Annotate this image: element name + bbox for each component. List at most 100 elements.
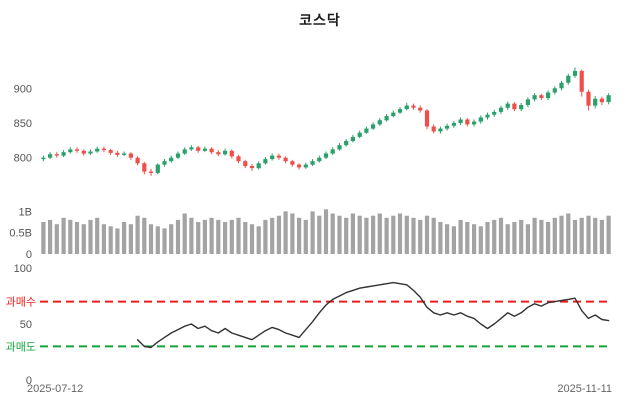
candle-up <box>317 157 322 162</box>
volume-bar <box>586 215 591 254</box>
candle-up <box>532 95 537 100</box>
candle-up <box>391 112 396 117</box>
volume-bar <box>249 224 255 254</box>
volume-bar <box>61 217 66 254</box>
volume-bar <box>74 222 80 254</box>
volume-bar <box>465 222 470 254</box>
oscillator-tick-label: 50 <box>20 319 32 331</box>
oversold-label: 과매도 <box>6 340 36 353</box>
volume-bar <box>229 219 234 254</box>
volume-bar <box>593 217 598 254</box>
volume-bar <box>81 224 86 254</box>
volume-bar <box>182 213 187 254</box>
volume-bar <box>142 217 147 254</box>
volume-bar <box>424 215 430 254</box>
candle-up <box>559 82 564 89</box>
volume-bar <box>438 222 443 254</box>
candle-down <box>579 70 584 92</box>
candle-down <box>148 171 154 173</box>
candle-down <box>74 149 80 151</box>
volume-bar <box>431 217 436 254</box>
candle-up <box>88 151 93 154</box>
volume-bar <box>223 222 228 254</box>
volume-bar <box>478 226 483 254</box>
volume-bar <box>270 217 275 254</box>
candle-up <box>337 145 342 150</box>
volume-bar <box>128 224 133 254</box>
candle-up <box>223 150 228 155</box>
candle-up <box>189 147 194 150</box>
volume-bar <box>344 217 349 254</box>
candle-up <box>95 148 100 152</box>
volume-bar <box>552 217 557 254</box>
candle-up <box>364 128 369 133</box>
candle-up <box>397 109 403 113</box>
candle-down <box>108 150 113 153</box>
volume-bar <box>330 213 335 254</box>
candle-down <box>216 152 221 155</box>
candle-down <box>229 150 234 157</box>
volume-bar <box>209 217 214 254</box>
volume-tick-label: 0 <box>26 249 32 261</box>
chart-title: 코스닥 <box>299 12 341 28</box>
candle-up <box>350 136 355 142</box>
candle-up <box>566 75 571 83</box>
candle-down <box>290 161 295 165</box>
volume-bar <box>512 222 517 254</box>
volume-bar <box>532 217 537 254</box>
candle-down <box>283 157 288 162</box>
candle-up <box>48 154 53 158</box>
candle-up <box>485 114 490 118</box>
price-tick-label: 850 <box>14 118 32 130</box>
volume-bar <box>377 213 382 254</box>
candle-up <box>175 153 181 158</box>
candle-down <box>236 156 241 162</box>
oscillator-tick-label: 100 <box>14 263 32 275</box>
candle-down <box>465 119 470 125</box>
candle-up <box>451 123 456 126</box>
volume-bar <box>411 217 416 254</box>
volume-bar <box>283 211 288 254</box>
candle-up <box>384 116 389 121</box>
candle-down <box>209 148 214 153</box>
volume-bar <box>95 217 100 254</box>
candle-up <box>492 111 497 115</box>
volume-bar <box>337 215 342 254</box>
candle-down <box>101 148 106 151</box>
candle-up <box>68 149 73 153</box>
candle-up <box>404 105 409 110</box>
candle-up <box>371 124 376 129</box>
volume-tick-label: 1B <box>19 206 32 218</box>
candle-up <box>525 99 530 105</box>
volume-bar <box>68 219 73 254</box>
candle-down <box>411 105 416 108</box>
volume-bar <box>276 215 281 254</box>
volume-bar <box>256 226 261 254</box>
candle-up <box>498 107 504 112</box>
volume-bar <box>472 224 477 254</box>
volume-bar <box>297 217 302 254</box>
candle-up <box>505 103 510 108</box>
candle-up <box>303 164 308 168</box>
volume-bar <box>115 228 120 254</box>
price-tick-label: 900 <box>14 83 32 95</box>
volume-bar <box>162 228 167 254</box>
candle-up <box>552 88 557 93</box>
volume-bar <box>371 215 376 254</box>
candle-down <box>196 147 201 151</box>
volume-bar <box>458 219 463 254</box>
volume-bar <box>263 219 268 254</box>
volume-bar <box>236 217 241 254</box>
candle-up <box>122 153 127 155</box>
volume-bar <box>175 219 181 254</box>
volume-bar <box>122 222 127 254</box>
oscillator-line <box>136 281 610 349</box>
candle-up <box>344 141 349 146</box>
candle-up <box>202 148 207 151</box>
candle-down <box>81 150 86 154</box>
volume-bar <box>391 215 396 254</box>
volume-bar <box>397 213 403 254</box>
candle-down <box>599 98 604 103</box>
candle-down <box>243 161 248 167</box>
